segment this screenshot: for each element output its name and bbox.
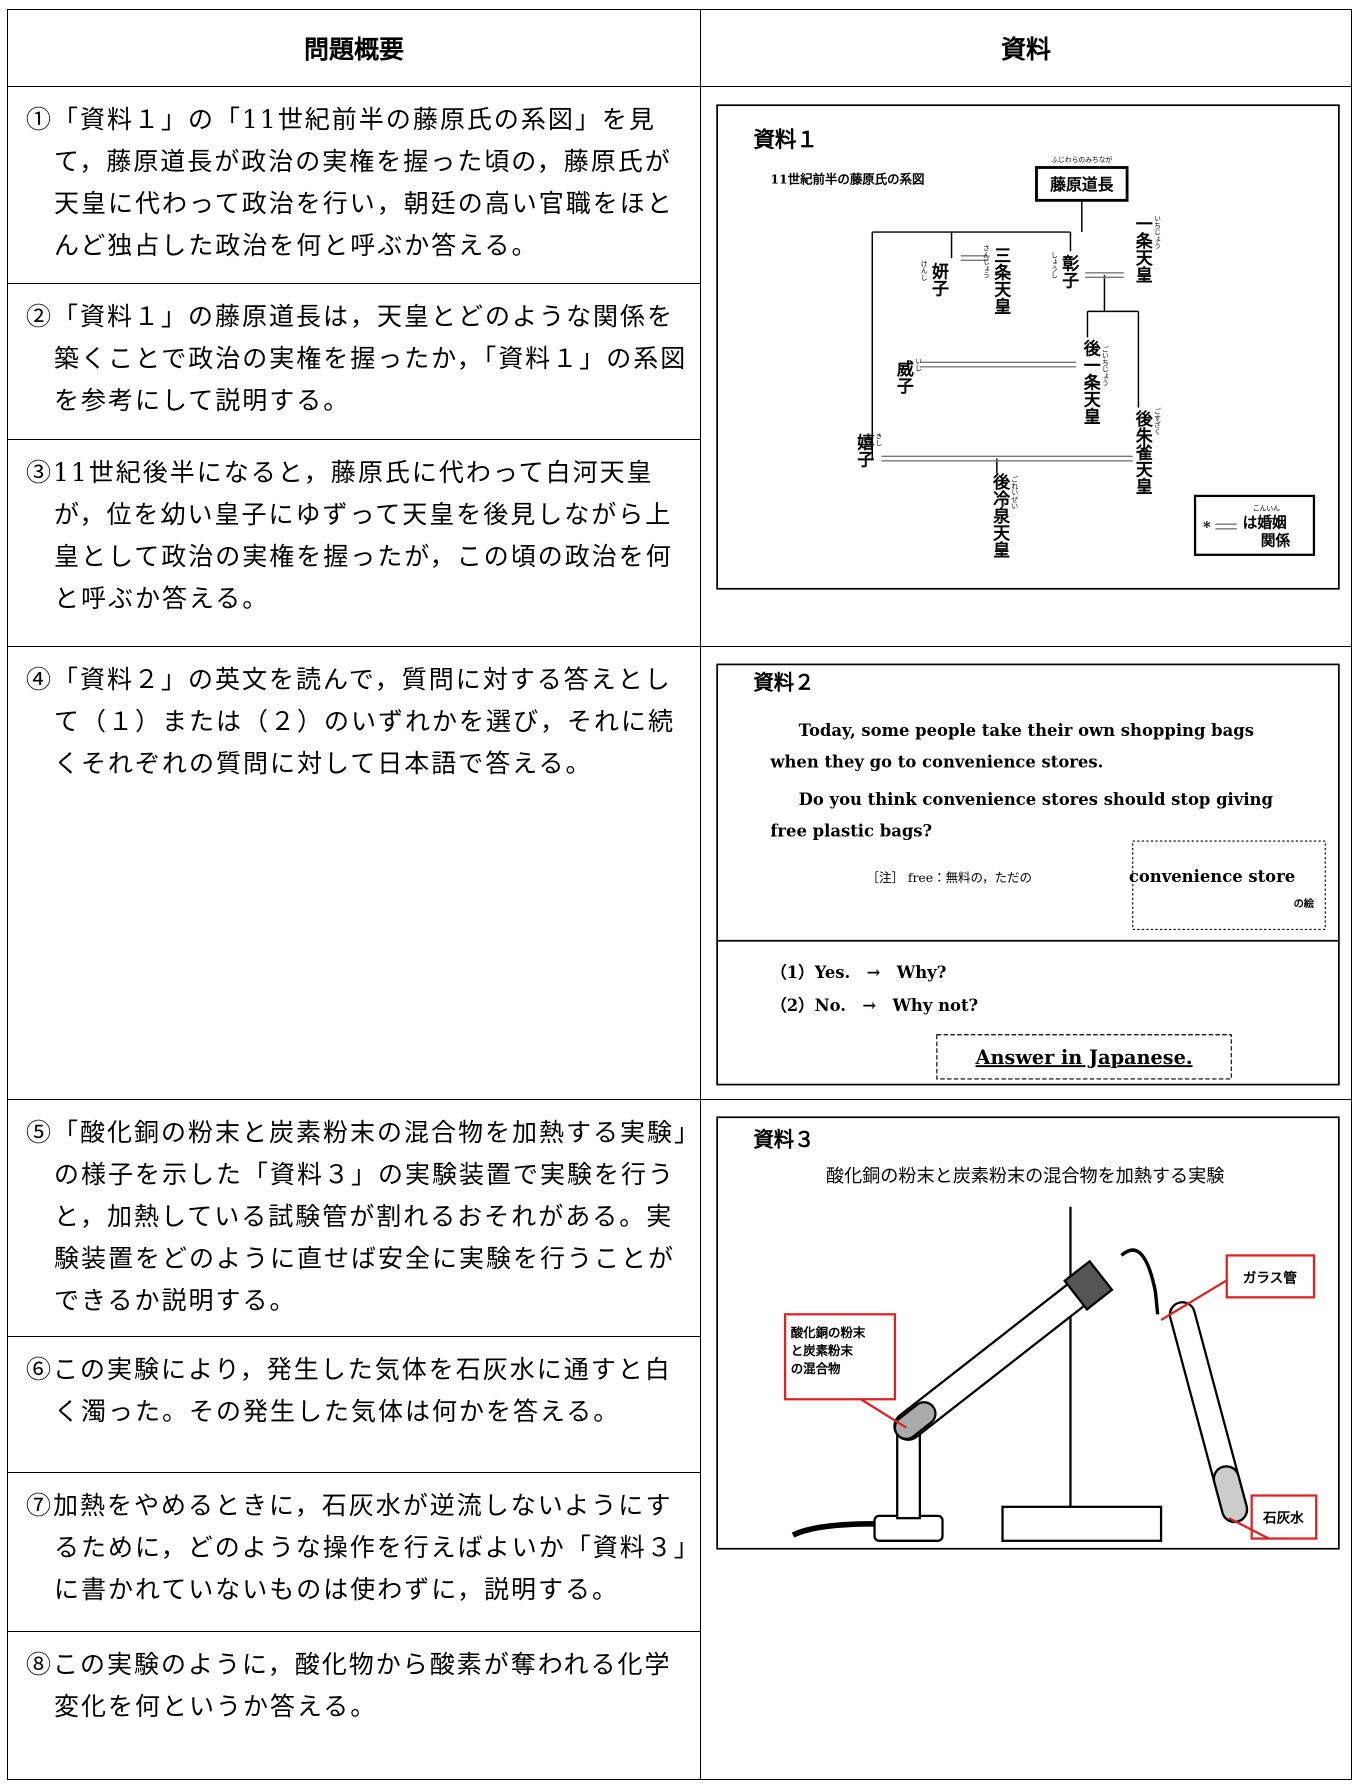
reading: ごいちじょう — [1100, 344, 1108, 386]
picture-box — [1132, 840, 1326, 930]
person-name: 三条天皇 — [990, 247, 1010, 315]
reading: ふじわらのみちなが — [1051, 155, 1112, 164]
label-box — [1250, 1494, 1318, 1540]
family-tree: 資料１ 11世紀前半の藤原氏の系図 ふじわらのみちなが 藤原道長 一条天皇 いち… — [716, 104, 1340, 590]
passage: Today, some people take their own shoppi… — [769, 721, 1273, 841]
reading: ごれいぜい — [1010, 475, 1018, 510]
picture-note: convenience store — [1129, 867, 1295, 886]
burner — [896, 1428, 921, 1520]
material-title: 資料１ — [753, 127, 818, 153]
hose — [791, 1520, 875, 1538]
burner-base — [873, 1514, 944, 1542]
passage-line: Today, some people take their own shoppi… — [799, 721, 1254, 740]
option: （1）Yes. → Why? — [770, 963, 946, 982]
question: ⑤「酸化銅の粉末と炭素粉末の混合物を加熱する実験」の様子を示した「資料３」の実験… — [7, 1099, 701, 1337]
label-box — [783, 1313, 897, 1401]
passage-line: free plastic bags? — [770, 822, 932, 841]
passage-line: Do you think convenience stores should s… — [799, 790, 1274, 809]
leader-line — [860, 1398, 907, 1429]
marriage-lines — [881, 255, 1133, 462]
note: ［注］ free：無料の，ただの — [867, 870, 1032, 885]
experiment-material: 資料３ 酸化銅の粉末と炭素粉末の混合物を加熱する実験 酸化銅の粉末 と炭素粉末 … — [716, 1116, 1340, 1550]
question: ①「資料１」の「11世紀前半の藤原氏の系図」を見て，藤原道長が政治の実権を握った… — [7, 86, 701, 284]
apparatus — [791, 1206, 1249, 1542]
caption: 酸化銅の粉末と炭素粉末の混合物を加熱する実験 — [826, 1166, 1224, 1187]
person-name: 妍子 — [928, 262, 948, 298]
glass-tube — [1120, 1248, 1160, 1315]
subtitle: 11世紀前半の藤原氏の系図 — [770, 171, 924, 186]
person-name: 威子 — [893, 359, 913, 395]
question: ⑧この実験のように，酸化物から酸素が奪われる化学変化を何というか答える。 — [7, 1631, 701, 1780]
question: ②「資料１」の藤原道長は，天皇とどのような関係を築くことで政治の実権を握ったか，… — [7, 283, 701, 440]
stand-base — [1001, 1505, 1163, 1542]
reading: けんし — [919, 260, 927, 281]
legend-line — [1215, 523, 1237, 530]
legend-text: は婚姻 — [1243, 514, 1287, 532]
legend-mark: * — [1203, 519, 1211, 536]
option: （2）No. → Why not? — [770, 996, 978, 1015]
label-box — [1225, 1254, 1316, 1299]
legend-box — [1193, 494, 1316, 556]
tree-lines — [871, 200, 1140, 474]
test-tube — [893, 1259, 1114, 1441]
passage-line: when they go to convenience stores. — [769, 752, 1103, 771]
question: ⑥この実験により，発生した気体を石灰水に通すと白く濁った。その発生した気体は何か… — [7, 1336, 701, 1473]
person-name: 後朱雀天皇 — [1132, 409, 1153, 495]
reading: しょうし — [1049, 251, 1057, 278]
leader-line — [1228, 1517, 1270, 1540]
labels: 酸化銅の粉末 と炭素粉末 の混合物 ガラス管 石灰水 — [783, 1254, 1318, 1540]
reading: ごすざく — [1153, 407, 1161, 435]
reading: いちじょう — [1153, 215, 1161, 249]
header-cell: 資料 — [700, 9, 1352, 87]
label: と炭素粉末 — [791, 1343, 854, 1358]
person-name: 後冷泉天皇 — [989, 472, 1010, 558]
label: ガラス管 — [1243, 1270, 1297, 1287]
instruction-box — [936, 1034, 1232, 1080]
leader-line — [1160, 1279, 1228, 1321]
person-name: 嬉子 — [853, 433, 873, 469]
person-name: 彰子 — [1058, 255, 1078, 290]
label: 石灰水 — [1262, 1510, 1304, 1527]
person-name: 藤原道長 — [1050, 175, 1114, 194]
person-name: 後一条天皇 — [1080, 339, 1101, 425]
reading: さんじょう — [982, 244, 990, 278]
question: ④「資料２」の英文を読んで，質問に対する答えとして（１）または（２）のいずれかを… — [7, 646, 701, 1100]
instruction: Answer in Japanese. — [975, 1046, 1193, 1069]
reading: こんいん — [1253, 505, 1280, 513]
reading: いし — [914, 358, 922, 372]
picture-note: の絵 — [1294, 897, 1315, 910]
question: ③11世紀後半になると，藤原氏に代わって白河天皇が，位を幼い皇子にゆずって天皇を… — [7, 439, 701, 647]
frame — [716, 663, 1340, 1086]
label: 酸化銅の粉末 — [791, 1325, 866, 1340]
material-title: 資料２ — [753, 670, 814, 694]
header-cell: 問題概要 — [7, 9, 701, 87]
reading: きし — [874, 432, 882, 446]
english-material: 資料２ Today, some people take their own sh… — [716, 663, 1340, 1086]
person-name: 一条天皇 — [1132, 215, 1152, 283]
question: ⑦加熱をやめるときに，石灰水が逆流しないようにするために，どのような操作を行えば… — [7, 1472, 701, 1632]
material-cell — [700, 1099, 1352, 1780]
label: の混合物 — [791, 1361, 841, 1376]
legend-text: 関係 — [1261, 532, 1291, 550]
material-title: 資料３ — [753, 1128, 814, 1152]
receiving-tube — [1168, 1301, 1249, 1524]
